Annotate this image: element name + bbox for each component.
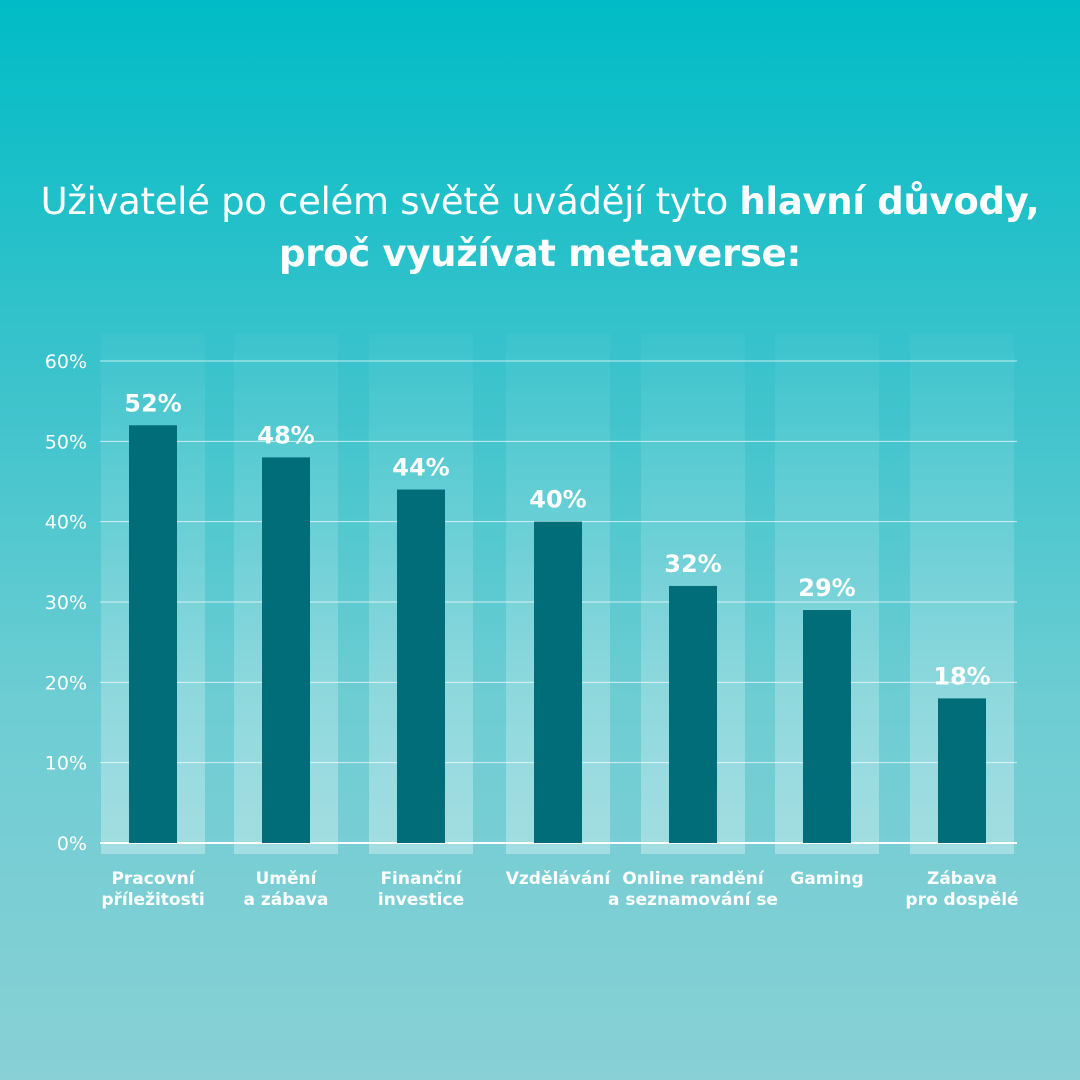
category-label: Umění xyxy=(256,869,318,889)
value-label: 29% xyxy=(798,574,855,602)
category-label: Gaming xyxy=(790,869,863,889)
value-label: 52% xyxy=(124,389,181,417)
category-label: investice xyxy=(378,890,464,910)
category-label: Online randění xyxy=(622,869,765,889)
bar xyxy=(669,585,717,843)
category-label: Vzdělávání xyxy=(506,869,612,889)
y-tick-label: 10% xyxy=(45,753,87,775)
category-label: Finanční xyxy=(380,869,462,889)
category-label: pro dospělé xyxy=(905,890,1018,910)
title-bold-line1: hlavní důvody, xyxy=(739,180,1040,223)
value-label: 32% xyxy=(664,550,721,578)
y-tick-label: 50% xyxy=(45,431,87,453)
bar xyxy=(534,521,582,843)
category-label: a seznamování se xyxy=(608,890,778,910)
y-tick-label: 60% xyxy=(45,351,87,373)
value-label: 44% xyxy=(392,454,449,482)
y-tick-label: 20% xyxy=(45,672,87,694)
chart-title: Uživatelé po celém světě uvádějí tyto hl… xyxy=(0,176,1080,280)
category-label: Pracovní xyxy=(111,869,195,889)
bar xyxy=(262,457,310,843)
bar xyxy=(938,698,986,843)
category-label: Zábava xyxy=(927,869,997,889)
category-label: a zábava xyxy=(244,890,329,910)
y-tick-label: 30% xyxy=(45,592,87,614)
title-regular: Uživatelé po celém světě uvádějí tyto xyxy=(40,180,740,223)
value-label: 18% xyxy=(933,662,990,690)
bar xyxy=(803,610,851,843)
category-label: příležitosti xyxy=(101,890,204,910)
title-bold-line2: proč využívat metaverse: xyxy=(279,232,801,275)
y-tick-label: 40% xyxy=(45,512,87,534)
y-tick-label: 0% xyxy=(57,833,87,855)
value-label: 40% xyxy=(529,486,586,514)
value-label: 48% xyxy=(257,421,314,449)
bar xyxy=(397,489,445,843)
bar xyxy=(129,425,177,843)
